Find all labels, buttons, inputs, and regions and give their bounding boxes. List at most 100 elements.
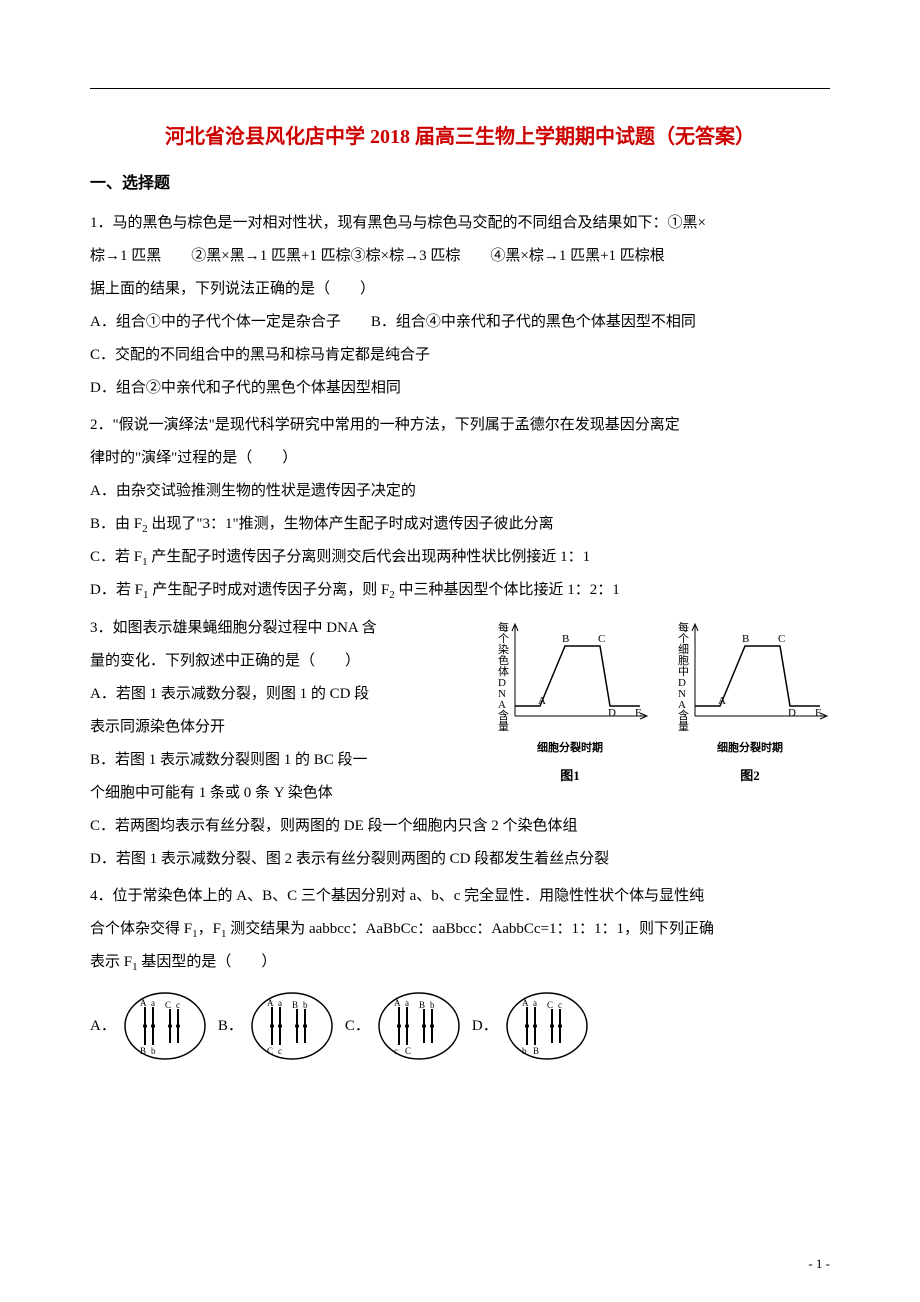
svg-text:A: A (522, 998, 529, 1008)
question-4: 4．位于常染色体上的 A、B、C 三个基因分别对 a、b、c 完全显性．用隐性性… (90, 880, 830, 1064)
svg-text:B: B (140, 1046, 146, 1056)
text: 中三种基因型个体比接近 1：2：1 (395, 582, 620, 598)
text: 合个体杂交得 F (90, 921, 192, 937)
svg-text:C: C (267, 1046, 273, 1056)
q4-option-c: C． A a c C B b (345, 989, 464, 1064)
svg-text:B: B (419, 1000, 425, 1010)
svg-text:c: c (394, 1046, 398, 1056)
svg-text:A: A (267, 998, 274, 1008)
q3-option-a-line: 表示同源染色体分开 (90, 711, 480, 744)
question-3: 3．如图表示雄果蝇细胞分裂过程中 DNA 含 量的变化．下列叙述中正确的是（ ）… (90, 612, 830, 876)
q4-option-a: A． A a B b C c (90, 989, 210, 1064)
q2-option-b: B．由 F2 出现了"3：1"推测，生物体产生配子时成对遗传因子彼此分离 (90, 508, 830, 541)
svg-text:A: A (140, 998, 147, 1008)
svg-text:a: a (405, 998, 409, 1008)
x-axis-label: 细胞分裂时期 (490, 736, 650, 760)
cell-diagram-icon: A a C c B b (247, 989, 337, 1064)
q2-option-d: D．若 F1 产生配子时成对遗传因子分离，则 F2 中三种基因型个体比接近 1：… (90, 574, 830, 607)
q1-stem-line: 据上面的结果，下列说法正确的是（ ） (90, 273, 830, 306)
q3-option-c: C．若两图均表示有丝分裂，则两图的 DE 段一个细胞内只含 2 个染色体组 (90, 810, 830, 843)
chart-point-label: B (562, 633, 569, 645)
text: B．由 F (90, 516, 142, 532)
cell-diagram-icon: A a c C B b (374, 989, 464, 1064)
svg-text:C: C (405, 1046, 411, 1056)
q1-option-d: D．组合②中亲代和子代的黑色个体基因型相同 (90, 372, 830, 405)
q2-option-a: A．由杂交试验推测生物的性状是遗传因子决定的 (90, 475, 830, 508)
q3-option-b-line: 个细胞中可能有 1 条或 0 条 Y 染色体 (90, 777, 480, 810)
svg-text:b: b (151, 1046, 156, 1056)
chart-caption: 图1 (490, 762, 650, 791)
cell-diagram-icon: A a b B C c (502, 989, 592, 1064)
question-1: 1．马的黑色与棕色是一对相对性状，现有黑色马与棕色马交配的不同组合及结果如下：①… (90, 207, 830, 405)
q1-option-c: C．交配的不同组合中的黑马和棕马肯定都是纯合子 (90, 339, 830, 372)
q3-stem-line: 3．如图表示雄果蝇细胞分裂过程中 DNA 含 (90, 612, 480, 645)
svg-text:b: b (430, 1000, 435, 1010)
q1-option-ab: A．组合①中的子代个体一定是杂合子 B．组合④中亲代和子代的黑色个体基因型不相同 (90, 306, 830, 339)
q2-stem-line: 2．"假说一演绎法"是现代科学研究中常用的一种方法，下列属于孟德尔在发现基因分离… (90, 409, 830, 442)
svg-text:c: c (558, 1000, 562, 1010)
chart-point-label: B (742, 633, 749, 645)
q3-stem-line: 量的变化．下列叙述中正确的是（ ） (90, 645, 480, 678)
svg-text:a: a (278, 998, 282, 1008)
q4-stem-line: 4．位于常染色体上的 A、B、C 三个基因分别对 a、b、c 完全显性．用隐性性… (90, 880, 830, 913)
q3-option-a-line: A．若图 1 表示减数分裂，则图 1 的 CD 段 (90, 678, 480, 711)
option-label: A． (90, 1010, 116, 1043)
question-2: 2．"假说一演绎法"是现代科学研究中常用的一种方法，下列属于孟德尔在发现基因分离… (90, 409, 830, 608)
text: 表示 F (90, 954, 132, 970)
y-axis-label: 每 个 细 胞 中 D N A 含 量 (678, 620, 692, 733)
text: ，F (198, 921, 221, 937)
chart-point-label: D (608, 707, 616, 719)
q2-stem-line: 律时的"演绎"过程的是（ ） (90, 442, 830, 475)
q1-stem-line: 1．马的黑色与棕色是一对相对性状，现有黑色马与棕色马交配的不同组合及结果如下：①… (90, 207, 830, 240)
q4-option-b: B． A a C c B b (218, 989, 337, 1064)
text: 出现了"3：1"推测，生物体产生配子时成对遗传因子彼此分离 (148, 516, 554, 532)
y-axis-label: 每 个 染 色 体 D N A 含 量 (498, 620, 512, 733)
chart-2: 每 个 细 胞 中 D N A 含 量 (670, 616, 830, 791)
text: 测交结果为 aabbcc：AaBbCc：aaBbcc：AabbCc=1：1：1：… (226, 921, 714, 937)
svg-text:C: C (165, 1000, 171, 1010)
svg-text:B: B (292, 1000, 298, 1010)
chart-caption: 图2 (670, 762, 830, 791)
svg-text:B: B (533, 1046, 539, 1056)
cell-diagram-icon: A a B b C c (120, 989, 210, 1064)
x-axis-label: 细胞分裂时期 (670, 736, 830, 760)
chart-point-label: E (635, 707, 642, 719)
option-label: B． (218, 1010, 243, 1043)
svg-text:A: A (394, 998, 401, 1008)
option-label: D． (472, 1010, 498, 1043)
page-number: - 1 - (808, 1256, 830, 1272)
svg-text:b: b (303, 1000, 308, 1010)
svg-text:c: c (278, 1046, 282, 1056)
q4-option-d: D． A a b B C c (472, 989, 592, 1064)
chart-point-label: A (718, 695, 726, 707)
q1-stem-line: 棕→1 匹黑 ②黑×黑→1 匹黑+1 匹棕③棕×棕→3 匹棕 ④黑×棕→1 匹黑… (90, 240, 830, 273)
svg-text:b: b (522, 1046, 527, 1056)
text: 产生配子时遗传因子分离则测交后代会出现两种性状比例接近 1：1 (148, 549, 591, 565)
q4-stem-line: 合个体杂交得 F1，F1 测交结果为 aabbcc：AaBbCc：aaBbcc：… (90, 913, 830, 946)
chart-point-label: C (778, 633, 785, 645)
q2-option-c: C．若 F1 产生配子时遗传因子分离则测交后代会出现两种性状比例接近 1：1 (90, 541, 830, 574)
q4-stem-line: 表示 F1 基因型的是（ ） (90, 946, 830, 979)
q3-option-d: D．若图 1 表示减数分裂、图 2 表示有丝分裂则两图的 CD 段都发生着丝点分… (90, 843, 830, 876)
document-title: 河北省沧县风化店中学 2018 届高三生物上学期期中试题（无答案） (90, 120, 830, 149)
q3-option-b-line: B．若图 1 表示减数分裂则图 1 的 BC 段一 (90, 744, 480, 777)
section-heading: 一、选择题 (90, 169, 830, 193)
svg-text:C: C (547, 1000, 553, 1010)
header-rule (90, 88, 830, 89)
text: 产生配子时成对遗传因子分离，则 F (148, 582, 389, 598)
svg-text:a: a (533, 998, 537, 1008)
text: C．若 F (90, 549, 142, 565)
chart-1: 每 个 染 色 体 D N A 含 量 (490, 616, 650, 791)
text: 基因型的是（ ） (138, 954, 277, 970)
text: D．若 F (90, 582, 143, 598)
chart-point-label: D (788, 707, 796, 719)
chart-point-label: C (598, 633, 605, 645)
svg-text:c: c (176, 1000, 180, 1010)
q3-text-wrap: 3．如图表示雄果蝇细胞分裂过程中 DNA 含 量的变化．下列叙述中正确的是（ ）… (90, 612, 480, 810)
q3-charts: 每 个 染 色 体 D N A 含 量 (490, 612, 830, 791)
chart-point-label: E (815, 707, 822, 719)
svg-text:a: a (151, 998, 155, 1008)
q4-options: A． A a B b C c B． (90, 989, 830, 1064)
chart-point-label: A (538, 695, 546, 707)
option-label: C． (345, 1010, 370, 1043)
